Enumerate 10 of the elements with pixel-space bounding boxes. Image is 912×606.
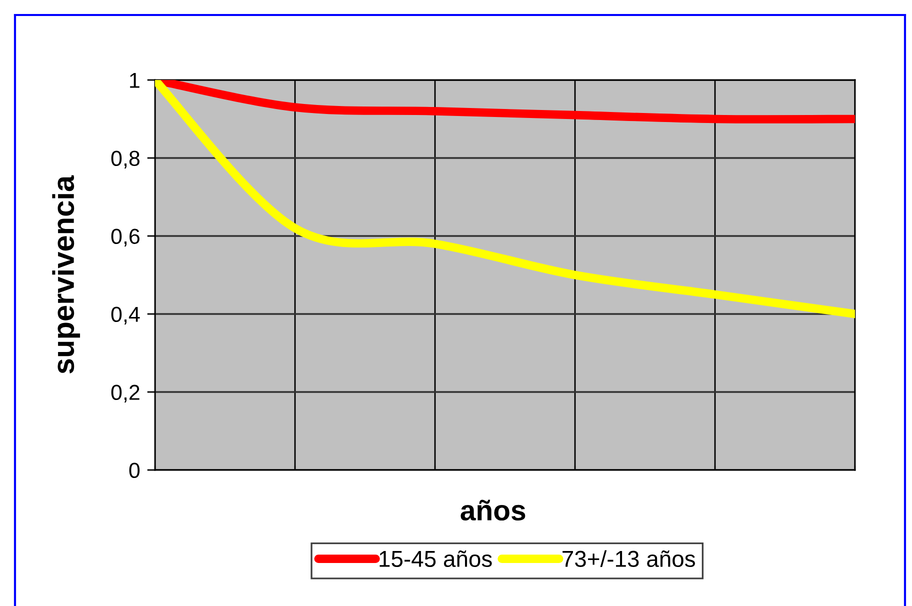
y-tick-label: 0,2 xyxy=(111,384,140,403)
y-tick-label: 0,6 xyxy=(111,228,140,247)
y-axis-title: supervivencia xyxy=(52,175,80,374)
y-tick-label: 1 xyxy=(130,72,140,88)
legend-label: 73+/-13 años xyxy=(562,550,695,568)
y-tick-label: 0,4 xyxy=(111,306,140,325)
y-tick-label: 0 xyxy=(129,462,140,478)
y-tick-label: 0,8 xyxy=(111,150,140,169)
legend-label: 15-45 años xyxy=(380,550,492,568)
x-axis-title: años xyxy=(460,500,526,521)
